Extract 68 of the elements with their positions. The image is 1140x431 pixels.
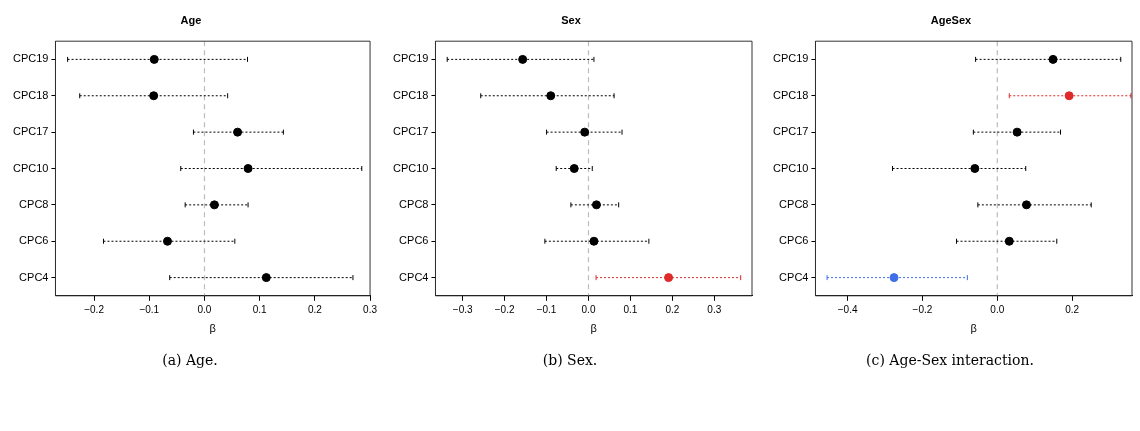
y-tick-label: CPC17 [12,125,49,138]
point [580,127,590,137]
x-tick-label: 0.0 [197,303,212,315]
y-tick-label: CPC17 [772,125,809,138]
point [243,164,253,173]
y-tick-label: CPC8 [779,197,809,210]
y-tick-label: CPC6 [399,234,429,247]
point [970,164,980,173]
point [233,127,243,137]
y-tick-label: CPC18 [772,88,809,101]
point [546,91,556,101]
point [664,273,674,283]
point [1004,236,1014,246]
chart-title: AgeSex [930,13,973,26]
x-tick-label: 0.0 [990,303,1005,315]
point [569,164,579,173]
x-axis-title: β [970,322,977,335]
point [1048,54,1058,64]
x-axis-title: β [590,322,597,335]
x-tick-label: 0.2 [665,303,680,315]
x-tick-label: −0.4 [837,303,858,315]
y-tick-label: CPC10 [12,161,49,174]
x-tick-label: 0.1 [252,303,268,315]
y-tick-label: CPC8 [399,197,429,210]
y-tick-label: CPC18 [392,88,429,101]
y-tick-label: CPC19 [12,52,49,65]
x-tick-label: −0.1 [139,303,160,315]
x-axis-title: β [209,322,216,335]
chart-title: Sex [561,13,582,26]
x-tick-label: −0.3 [452,303,474,315]
point [589,236,599,246]
text: (a) Age. [161,352,219,368]
point [1064,91,1074,101]
text: (c) Age-Sex interaction. [865,352,1035,368]
y-tick-label: CPC17 [392,125,429,138]
x-tick-label: 0.3 [707,303,722,315]
point [163,236,172,246]
point [889,273,899,283]
x-tick-label: −0.1 [536,303,557,315]
x-tick-label: −0.2 [912,303,933,315]
y-tick-label: CPC8 [19,197,49,210]
point [149,54,159,64]
x-tick-label: −0.2 [84,303,105,315]
point [1012,127,1022,137]
chart-title: Age [180,13,202,26]
y-tick-label: CPC4 [779,270,809,283]
point [149,91,159,101]
y-tick-label: CPC10 [392,161,429,174]
point [1021,200,1031,210]
y-tick-label: CPC19 [772,52,809,65]
y-tick-label: CPC18 [12,88,49,101]
text: (b) Sex. [541,352,599,368]
point [209,200,219,210]
y-tick-label: CPC6 [779,234,809,247]
point [261,273,271,283]
y-tick-label: CPC4 [19,270,49,283]
y-tick-label: CPC6 [19,234,49,247]
x-tick-label: 0.3 [363,303,378,315]
y-tick-label: CPC19 [392,52,429,65]
point [518,54,528,64]
x-tick-label: 0.0 [581,303,596,315]
y-tick-label: CPC4 [399,270,429,283]
x-tick-label: −0.2 [494,303,515,315]
point [591,200,601,210]
x-tick-label: 0.1 [623,303,638,315]
y-tick-label: CPC10 [772,161,809,174]
x-tick-label: 0.2 [307,303,323,315]
x-tick-label: 0.2 [1065,303,1080,315]
